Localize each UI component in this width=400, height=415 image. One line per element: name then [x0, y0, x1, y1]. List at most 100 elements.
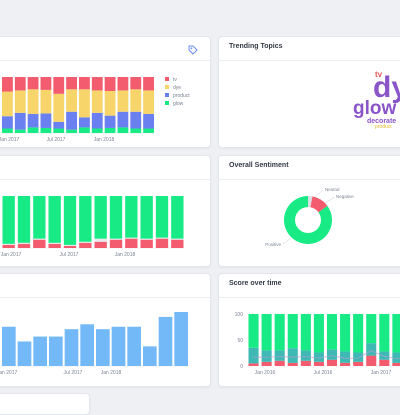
sentiment-trend-divider [0, 179, 210, 180]
bar-neutral-4 [63, 244, 77, 246]
x-tick-label-2: Jan 2018 [94, 137, 115, 143]
donut-label-negative: Negative [336, 194, 354, 199]
donut-label-positive: Positive [265, 242, 281, 247]
bar-high-10 [379, 314, 390, 352]
donut-slice-neutral [308, 196, 313, 208]
bar-dye-4 [53, 93, 65, 122]
bar-low-8 [353, 361, 364, 366]
volume-bar-5 [80, 324, 94, 366]
x-tick-label-2: Jan 2017 [371, 370, 392, 376]
bar-high-9 [366, 314, 377, 344]
legend-label-dye: dye [173, 85, 181, 91]
bar-negative-3 [48, 243, 61, 248]
topics-card: Jan 2017 Jul 2017 Jan 2018 tv dye product glow [0, 36, 211, 148]
bar-tv-11 [143, 77, 154, 91]
volume-bar-6 [96, 329, 110, 366]
donut-label-neutral: Neutral [325, 187, 340, 192]
bar-tv-0 [2, 77, 13, 92]
bar-positive-11 [171, 196, 184, 239]
word-product: product [375, 124, 392, 130]
bar-neutral-7 [109, 238, 123, 240]
bar-dye-5 [66, 89, 77, 112]
bar-glow-1 [14, 129, 26, 133]
bar-low-2 [274, 360, 285, 366]
legend-swatch-tv [165, 77, 169, 81]
bar-negative-2 [33, 239, 46, 248]
bar-negative-11 [171, 239, 184, 248]
bar-tv-6 [79, 77, 90, 90]
overall-sentiment-divider [219, 179, 400, 180]
tag-icon[interactable] [188, 45, 198, 55]
x-tick-label-0: Jan 2017 [0, 137, 20, 143]
bar-glow-0 [2, 128, 13, 133]
bar-mid-3 [287, 348, 298, 363]
bar-positive-4 [63, 196, 77, 245]
bar-glow-6 [79, 127, 90, 133]
bar-positive-1 [17, 196, 31, 243]
bar-positive-0 [2, 196, 15, 244]
bar-mid-0 [248, 347, 259, 364]
volume-bar-8 [127, 326, 141, 366]
score-over-time-card: Score over time 0 50 100 Jan 2016 Jul 2016 Ja… [218, 273, 400, 387]
volume-card: Jan 2017 Jul 2017 Jan 2018 [0, 273, 211, 387]
volume-bar-11 [174, 312, 188, 366]
bar-mid-6 [326, 349, 338, 360]
partial-card [0, 393, 90, 415]
bar-neutral-3 [48, 242, 61, 244]
volume-chart: Jan 2017 Jul 2017 Jan 2018 [0, 312, 189, 376]
volume-bar-0 [2, 326, 16, 366]
volume-bar-1 [17, 341, 32, 366]
negative-leader-line [324, 196, 336, 204]
bar-mid-2 [274, 350, 285, 361]
sentiment-trend-chart: Jan 2017 Jul 2017 Jan 2018 [1, 196, 185, 258]
bar-dye-7 [91, 90, 103, 113]
volume-bar-4 [64, 329, 79, 366]
volume-card-divider [0, 297, 210, 298]
bar-tv-5 [66, 77, 77, 90]
bar-high-4 [300, 314, 311, 351]
score-over-time-chart: 0 50 100 Jan 2016 Jul 2016 Jan 2017 [235, 312, 400, 376]
bar-mid-9 [366, 343, 377, 356]
bar-tv-3 [40, 77, 52, 90]
x-tick-label-1: Jul 2017 [60, 252, 79, 258]
neutral-leader-line [314, 189, 324, 198]
x-tick-label-0: Jan 2017 [1, 252, 22, 258]
word-tv: tv [375, 70, 383, 79]
score-y-tick-1: 50 [237, 338, 243, 344]
bar-low-0 [248, 363, 259, 366]
bar-positive-3 [48, 196, 61, 243]
bar-dye-2 [27, 89, 39, 114]
x-tick-label-0: Jan 2016 [255, 370, 276, 376]
volume-bar-9 [143, 346, 157, 366]
donut-slice-negative [310, 196, 328, 213]
x-tick-label-2: Jan 2018 [115, 252, 136, 258]
bar-low-3 [287, 362, 298, 366]
volume-x-tick-2: Jan 2018 [101, 370, 122, 376]
x-tick-label-1: Jul 2016 [314, 370, 333, 376]
trending-divider [219, 60, 400, 61]
bar-dye-11 [143, 90, 154, 114]
bar-glow-11 [143, 128, 154, 133]
legend-swatch-product [165, 93, 169, 97]
word-decorate: decorate [367, 118, 397, 125]
volume-bar-3 [49, 336, 63, 366]
bar-mid-5 [313, 352, 324, 362]
bar-negative-4 [63, 245, 77, 248]
bar-positive-8 [125, 196, 138, 238]
bar-mid-10 [379, 351, 390, 360]
bar-negative-9 [140, 239, 153, 248]
bar-high-0 [248, 314, 259, 348]
bar-tv-8 [104, 77, 116, 91]
bar-dye-0 [2, 91, 13, 117]
bar-glow-2 [27, 127, 39, 133]
bar-product-6 [79, 117, 90, 128]
overall-sentiment-card: Overall Sentiment 85%NeutralNegativePosi… [218, 155, 400, 267]
bar-glow-3 [40, 127, 52, 133]
bar-tv-4 [53, 77, 65, 94]
bar-product-1 [14, 112, 26, 130]
word-glow: glow [353, 98, 397, 119]
positive-leader-line [282, 237, 292, 245]
legend-swatch-dye [165, 85, 169, 89]
bar-negative-8 [125, 238, 138, 248]
